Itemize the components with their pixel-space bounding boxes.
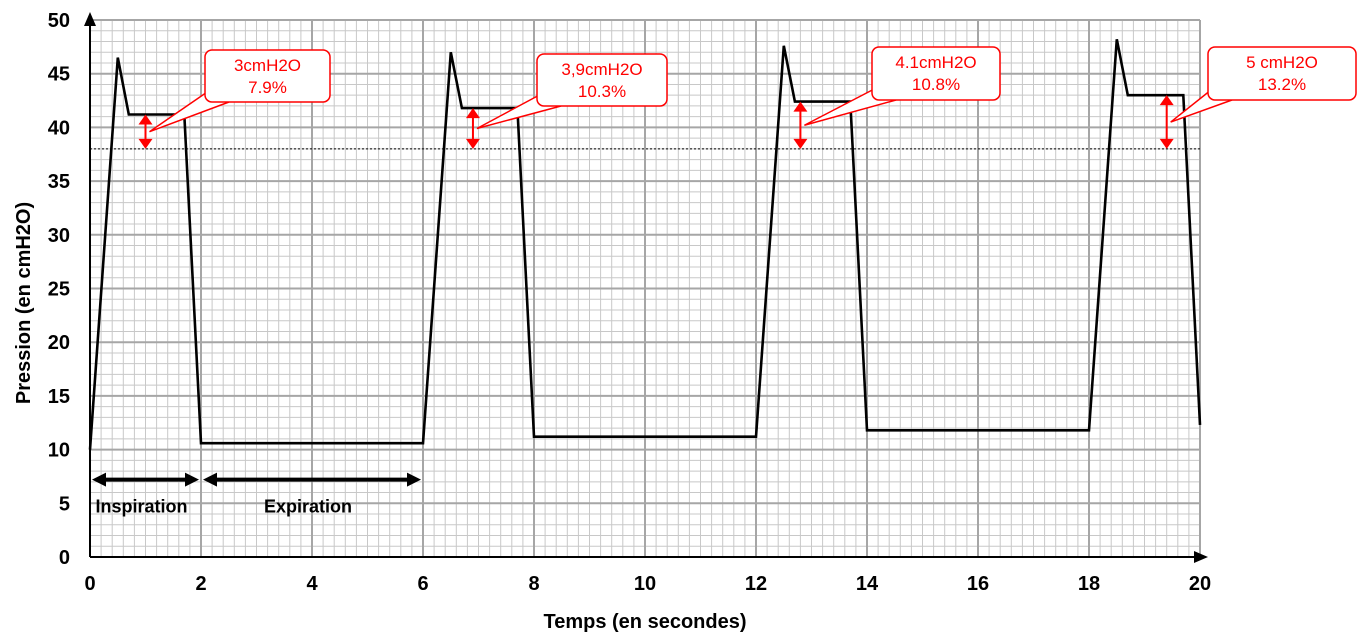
annotation-arrow-head-up — [466, 108, 480, 118]
y-tick-label: 5 — [59, 493, 70, 515]
x-tick-label: 12 — [745, 573, 767, 595]
phase-label: Expiration — [264, 497, 352, 517]
annotation-arrow-head-down — [139, 139, 153, 149]
callout-percent: 10.8% — [912, 75, 960, 94]
callout-percent: 10.3% — [578, 82, 626, 101]
x-tick-labels: 0 2 4 6 8 10 12 14 16 18 20 — [84, 573, 1211, 595]
annotation-arrow-head-down — [1160, 139, 1174, 149]
annotation-arrow-head-down — [466, 139, 480, 149]
phase-arrow-head-left — [203, 473, 217, 487]
x-tick-label: 0 — [84, 573, 95, 595]
callout-value: 3cmH2O — [234, 56, 301, 75]
x-tick-label: 16 — [967, 573, 989, 595]
y-tick-label: 0 — [59, 547, 70, 569]
phase-arrow-head-left — [92, 473, 106, 487]
x-tick-label: 20 — [1189, 573, 1211, 595]
annotation-arrow-head-up — [139, 115, 153, 125]
callout-value: 4.1cmH2O — [895, 53, 976, 72]
y-tick-label: 35 — [48, 171, 70, 193]
phase-label: Inspiration — [95, 497, 187, 517]
y-tick-label: 50 — [48, 10, 70, 32]
x-tick-label: 10 — [634, 573, 656, 595]
phase-arrow-head-right — [407, 473, 421, 487]
x-tick-label: 18 — [1078, 573, 1100, 595]
y-tick-label: 15 — [48, 386, 70, 408]
y-tick-label: 40 — [48, 117, 70, 139]
x-tick-label: 6 — [417, 573, 428, 595]
y-axis-title: Pression (en cmH2O) — [13, 202, 35, 404]
callout-percent: 7.9% — [248, 78, 287, 97]
annotation-arrow-head-up — [793, 102, 807, 112]
y-tick-label: 20 — [48, 332, 70, 354]
y-tick-label: 25 — [48, 279, 70, 301]
annotation-arrow-head-up — [1160, 95, 1174, 105]
x-axis-title: Temps (en secondes) — [543, 611, 746, 633]
y-tick-labels: 0 5 10 15 20 25 30 35 40 45 50 — [48, 10, 70, 569]
y-tick-label: 30 — [48, 225, 70, 247]
x-tick-label: 8 — [528, 573, 539, 595]
x-tick-label: 14 — [856, 573, 879, 595]
x-tick-label: 4 — [306, 573, 318, 595]
callout-value: 5 cmH2O — [1246, 53, 1318, 72]
annotation-arrow-head-down — [793, 139, 807, 149]
x-tick-label: 2 — [195, 573, 206, 595]
y-tick-label: 10 — [48, 440, 70, 462]
phase-arrow-head-right — [185, 473, 199, 487]
callout-percent: 13.2% — [1258, 75, 1306, 94]
y-tick-label: 45 — [48, 64, 70, 86]
annotations: 3cmH2O 7.9% 3,9cmH2O 10.3% 4.1cmH2O 10.8% 5 cm… — [139, 47, 1357, 149]
callout-value: 3,9cmH2O — [561, 60, 642, 79]
